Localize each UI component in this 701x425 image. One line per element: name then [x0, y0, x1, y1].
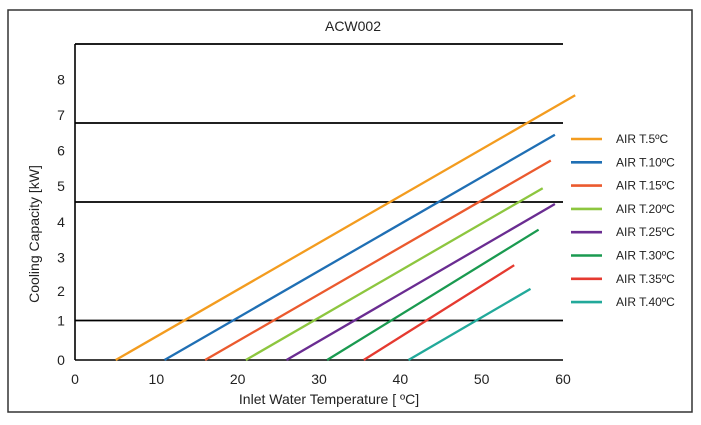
legend-label: AIR T.30ºC	[616, 249, 675, 263]
y-tick-label: 8	[57, 72, 65, 88]
series-layer	[115, 94, 576, 361]
y-tick-label: 6	[57, 143, 65, 159]
series-line	[285, 203, 556, 361]
x-tick-label: 10	[149, 371, 165, 387]
x-tick-label: 40	[393, 371, 409, 387]
x-tick-label: 60	[555, 371, 571, 387]
legend-label: AIR T.15ºC	[616, 179, 675, 193]
legend-label: AIR T.35ºC	[616, 272, 675, 286]
y-tick-label: 4	[57, 214, 65, 230]
y-tick-label: 7	[57, 107, 65, 123]
chart-frame	[7, 9, 693, 413]
legend-label: AIR T.5ºC	[616, 132, 669, 146]
legend-label: AIR T.20ºC	[616, 202, 675, 216]
y-tick-label: 0	[57, 352, 65, 368]
y-tick-label: 5	[57, 178, 65, 194]
series-line	[245, 187, 544, 361]
tick-layer: 0 1 2 3 4 5 6 7 8 0 10 20 30 40 50 60	[57, 72, 571, 387]
y-tick-label: 3	[57, 249, 65, 265]
x-tick-label: 0	[71, 371, 79, 387]
series-line	[363, 264, 515, 361]
series-line	[407, 287, 532, 361]
grid-layer	[74, 43, 563, 361]
series-line	[115, 94, 576, 361]
series-line	[326, 228, 540, 361]
series-line	[163, 133, 556, 361]
legend-label: AIR T.25ºC	[616, 225, 675, 239]
legend-label: AIR T.40ºC	[616, 295, 675, 309]
y-tick-label: 2	[57, 283, 65, 299]
chart-title: ACW002	[325, 18, 381, 34]
legend-label: AIR T.10ºC	[616, 155, 675, 169]
y-tick-label: 1	[57, 313, 65, 329]
y-axis-label: Cooling Capacity [kW]	[26, 165, 42, 303]
x-axis-label: Inlet Water Temperature [ ºC]	[239, 391, 419, 407]
legend: AIR T.5ºC AIR T.10ºC AIR T.15ºC AIR T.20ºC A…	[571, 132, 675, 309]
x-tick-label: 50	[474, 371, 490, 387]
series-line	[204, 159, 552, 361]
x-tick-label: 30	[311, 371, 327, 387]
x-tick-label: 20	[230, 371, 246, 387]
